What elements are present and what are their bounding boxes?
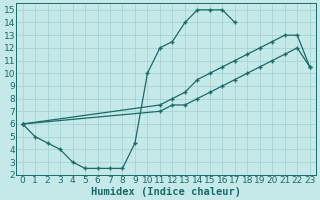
X-axis label: Humidex (Indice chaleur): Humidex (Indice chaleur) (91, 186, 241, 197)
